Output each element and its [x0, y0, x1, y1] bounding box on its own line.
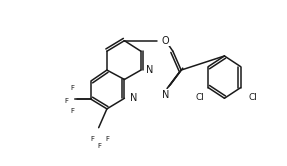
Text: Cl: Cl	[196, 93, 205, 102]
Text: Cl: Cl	[249, 93, 257, 102]
Text: N: N	[146, 65, 154, 75]
Text: F: F	[71, 85, 75, 91]
Text: F: F	[65, 98, 69, 104]
Text: N: N	[129, 93, 137, 103]
Text: F: F	[90, 136, 94, 142]
Text: O: O	[162, 36, 169, 46]
Text: N: N	[162, 90, 169, 100]
Text: F: F	[98, 143, 102, 150]
Text: F: F	[71, 108, 75, 114]
Text: F: F	[105, 136, 109, 142]
